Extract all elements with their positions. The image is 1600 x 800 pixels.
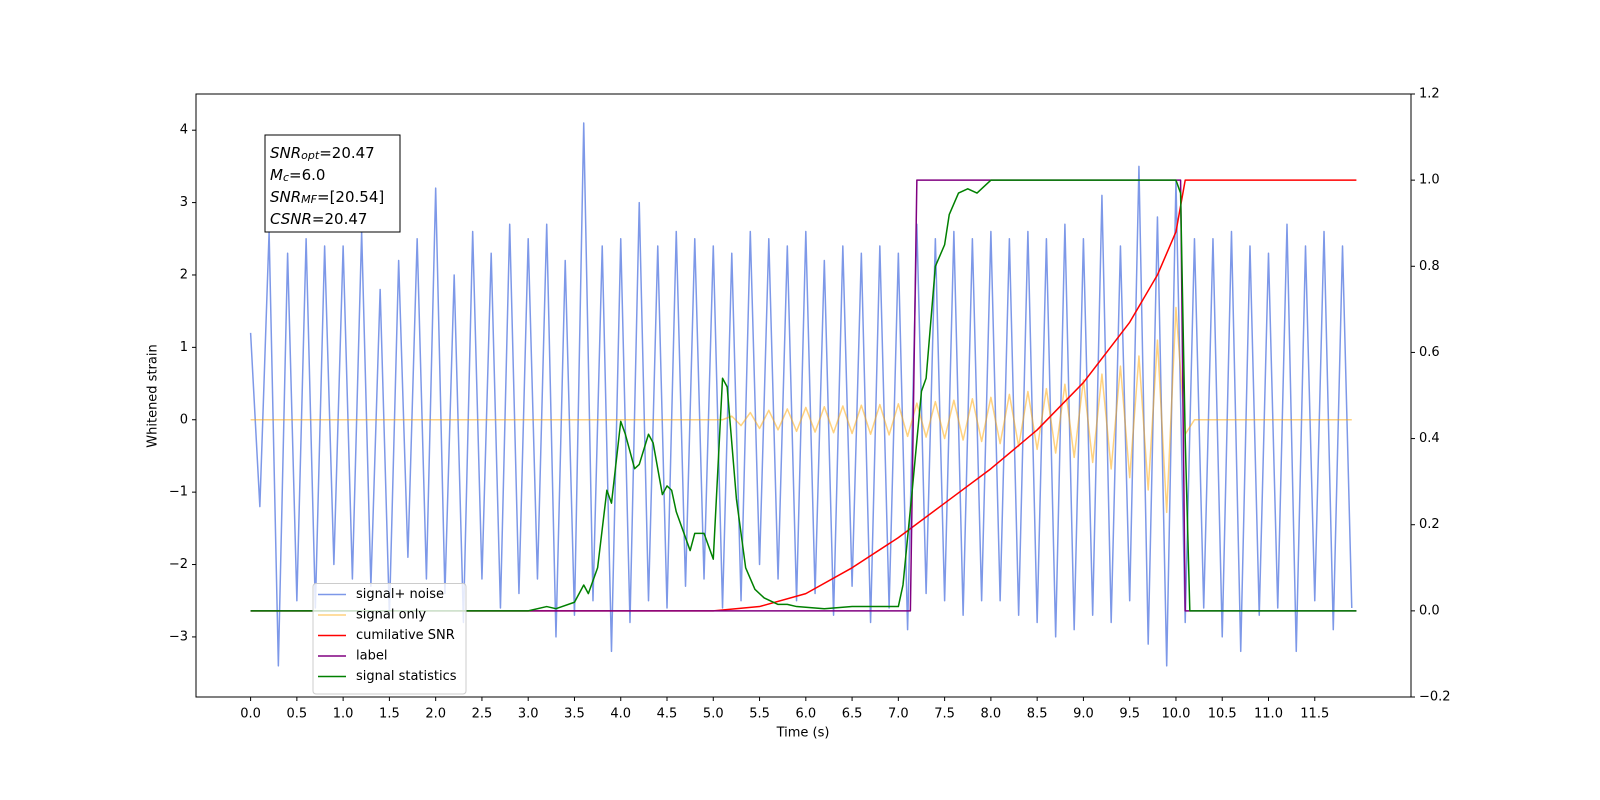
- series-line: [249, 122, 1353, 667]
- plot-frame: [195, 93, 1412, 698]
- x-tick-label: 11.5: [1300, 707, 1329, 722]
- x-tick-label: 6.0: [795, 707, 816, 722]
- x-tick-label: 3.5: [564, 707, 585, 722]
- x-tick-label: 1.0: [333, 707, 354, 722]
- y-tick-label: 4: [180, 123, 188, 138]
- x-tick-label: 4.5: [657, 707, 678, 722]
- x-axis-label: Time (s): [776, 726, 830, 741]
- annotation: Mc=6.0: [270, 166, 325, 184]
- y2-tick-label: −0.2: [1419, 690, 1451, 705]
- y2-tick-label: 0.0: [1419, 603, 1440, 618]
- y2-tick-label: 0.8: [1419, 259, 1440, 274]
- annotation-text: =6.0: [289, 166, 325, 184]
- x-tick-label: 1.5: [379, 707, 400, 722]
- series-line: [250, 179, 1357, 612]
- y2-tick-label: 0.4: [1419, 431, 1440, 446]
- legend-label: signal statistics: [356, 669, 457, 684]
- x-tick-label: 0.5: [287, 707, 308, 722]
- x-tick-label: 10.5: [1208, 707, 1237, 722]
- annotation: SNRMF=[20.54]: [270, 188, 384, 206]
- legend-label: signal+ noise: [356, 587, 444, 602]
- annotation-sub: c: [283, 171, 289, 184]
- x-tick-label: 9.5: [1119, 707, 1140, 722]
- y2-tick-label: 1.0: [1419, 173, 1440, 188]
- annotation-box: [264, 134, 401, 233]
- y2-tick-label: 1.2: [1419, 87, 1440, 102]
- legend-box: [312, 583, 467, 695]
- annotation-name: SNR: [270, 144, 301, 162]
- annotation-name: M: [270, 166, 283, 184]
- x-tick-label: 9.0: [1073, 707, 1094, 722]
- legend-label: signal only: [356, 608, 426, 623]
- annotation-name: SNR: [270, 188, 301, 206]
- legend-label: label: [356, 649, 387, 664]
- x-tick-label: 2.0: [425, 707, 446, 722]
- x-tick-label: 5.0: [703, 707, 724, 722]
- x-tick-label: 10.0: [1161, 707, 1190, 722]
- x-tick-label: 6.5: [842, 707, 863, 722]
- y-tick-label: 0: [180, 412, 188, 427]
- annotation-text: =20.47: [319, 144, 375, 162]
- x-tick-label: 3.0: [518, 707, 539, 722]
- annotation: SNRopt=20.47: [270, 144, 375, 162]
- x-tick-label: 7.5: [934, 707, 955, 722]
- series-line: [250, 306, 1352, 514]
- y-tick-label: 1: [180, 340, 188, 355]
- x-tick-label: 7.0: [888, 707, 909, 722]
- x-tick-label: 5.5: [749, 707, 770, 722]
- annotation-name: CSNR: [270, 210, 312, 228]
- y2-tick-label: 0.6: [1419, 345, 1440, 360]
- y-tick-label: −3: [169, 629, 188, 644]
- y-tick-label: −1: [169, 485, 188, 500]
- annotation-sub: opt: [301, 149, 320, 162]
- x-tick-label: 0.0: [240, 707, 261, 722]
- y-axis-label: Whitened strain: [146, 344, 161, 447]
- annotation-text: =[20.54]: [317, 188, 384, 206]
- y2-tick-label: 0.2: [1419, 517, 1440, 532]
- x-tick-label: 4.0: [610, 707, 631, 722]
- y-tick-label: 3: [180, 195, 188, 210]
- legend-label: cumilative SNR: [356, 628, 455, 643]
- y-tick-label: 2: [180, 267, 188, 282]
- annotation-sub: MF: [301, 193, 317, 206]
- x-tick-label: 8.5: [1027, 707, 1048, 722]
- x-tick-label: 2.5: [472, 707, 493, 722]
- annotation: CSNR=20.47: [270, 210, 367, 228]
- annotation-text: =20.47: [312, 210, 368, 228]
- x-tick-label: 8.0: [981, 707, 1002, 722]
- x-tick-label: 11.0: [1254, 707, 1283, 722]
- y-tick-label: −2: [169, 557, 188, 572]
